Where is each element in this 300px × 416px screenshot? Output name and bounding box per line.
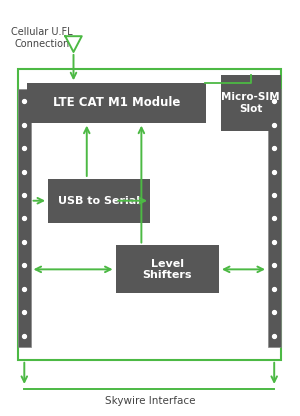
- Text: Skywire Interface: Skywire Interface: [105, 396, 195, 406]
- Bar: [268, 89, 280, 347]
- Text: Micro-SIM
Slot: Micro-SIM Slot: [221, 92, 280, 114]
- Bar: [18, 89, 31, 347]
- Text: LTE CAT M1 Module: LTE CAT M1 Module: [52, 97, 180, 109]
- Text: Cellular U.FL
Connection: Cellular U.FL Connection: [11, 27, 73, 49]
- Bar: [116, 245, 219, 293]
- Bar: [27, 83, 206, 123]
- Bar: [220, 75, 280, 131]
- Bar: [48, 179, 150, 223]
- Text: USB to Serial: USB to Serial: [58, 196, 140, 206]
- Bar: [18, 69, 280, 360]
- Text: Level
Shifters: Level Shifters: [142, 259, 192, 280]
